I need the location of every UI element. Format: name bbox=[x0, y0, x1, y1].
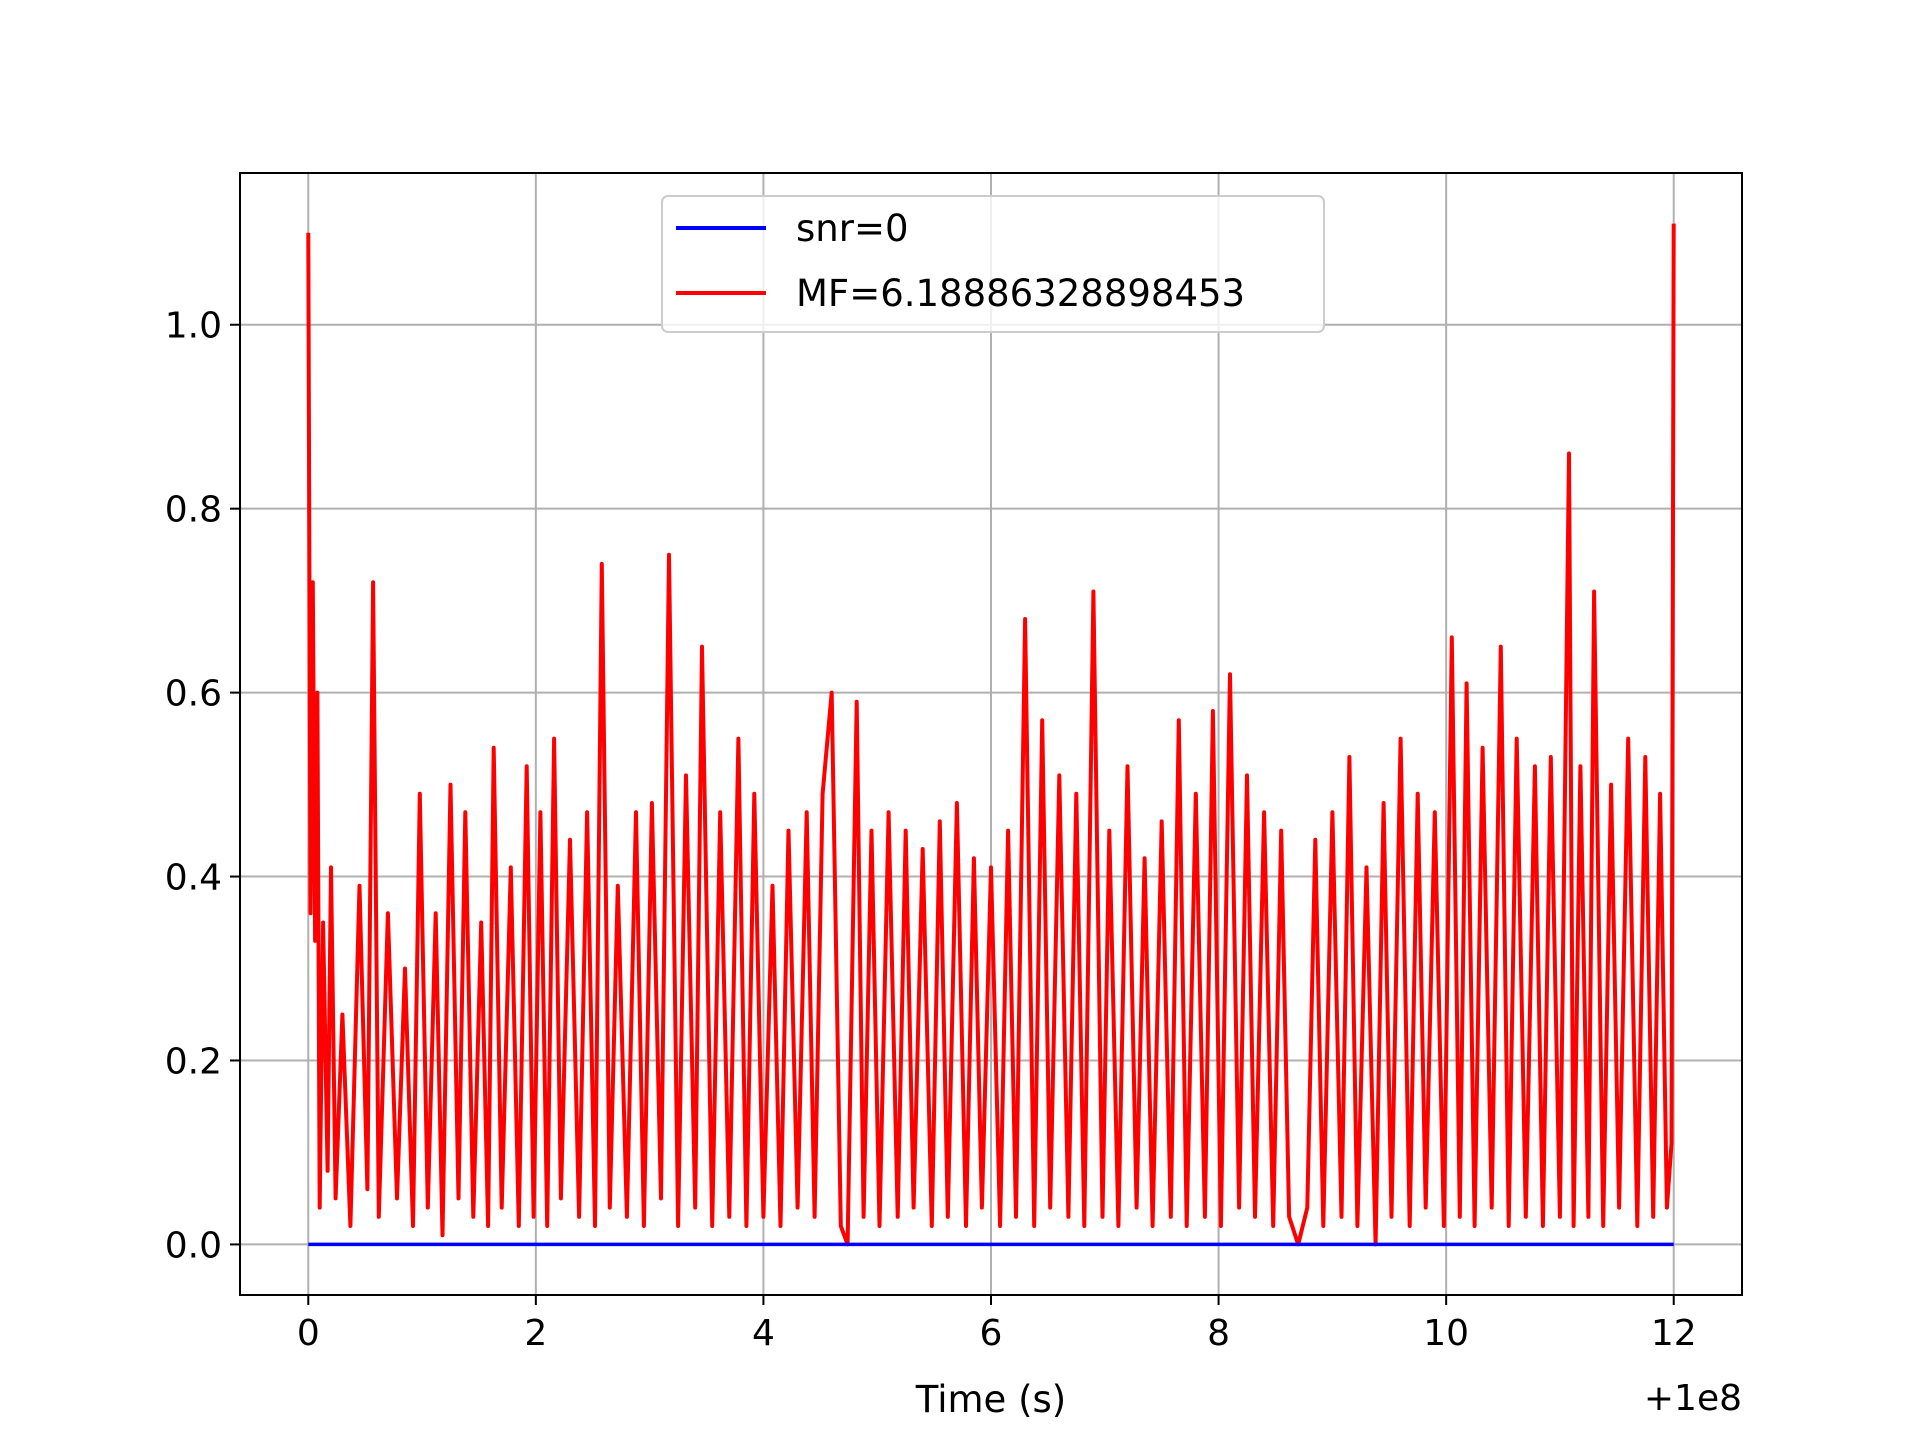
y-tick-label: 0.8 bbox=[165, 490, 222, 531]
y-tick-label: 0.4 bbox=[165, 858, 222, 899]
y-tick-label: 0.6 bbox=[165, 674, 222, 715]
series-line-mf bbox=[306, 223, 1676, 1247]
x-tick-label: 0 bbox=[297, 1313, 320, 1354]
x-tick-label: 8 bbox=[1207, 1313, 1230, 1354]
y-tick-label: 0.2 bbox=[165, 1041, 222, 1082]
x-axis-label: Time (s) bbox=[915, 1378, 1066, 1421]
ticks: 0 2 4 6 8 10 12 0.0 0.2 0.4 0.6 0.8 1.0 bbox=[165, 306, 1697, 1354]
series-layer bbox=[306, 223, 1676, 1247]
x-tick-label: 2 bbox=[524, 1313, 547, 1354]
legend-label-mf: MF=6.18886328898453 bbox=[796, 272, 1245, 315]
x-tick-label: 4 bbox=[752, 1313, 775, 1354]
x-tick-label: 10 bbox=[1423, 1313, 1469, 1354]
legend-label-snr: snr=0 bbox=[796, 207, 908, 250]
legend-box bbox=[661, 195, 1325, 333]
x-tick-label: 12 bbox=[1651, 1313, 1697, 1354]
x-offset-label: +1e8 bbox=[1644, 1378, 1742, 1419]
y-tick-label: 0.0 bbox=[165, 1225, 222, 1266]
x-tick-label: 6 bbox=[980, 1313, 1003, 1354]
legend: snr=0 MF=6.18886328898453 bbox=[661, 195, 1325, 333]
y-tick-label: 1.0 bbox=[165, 306, 222, 347]
